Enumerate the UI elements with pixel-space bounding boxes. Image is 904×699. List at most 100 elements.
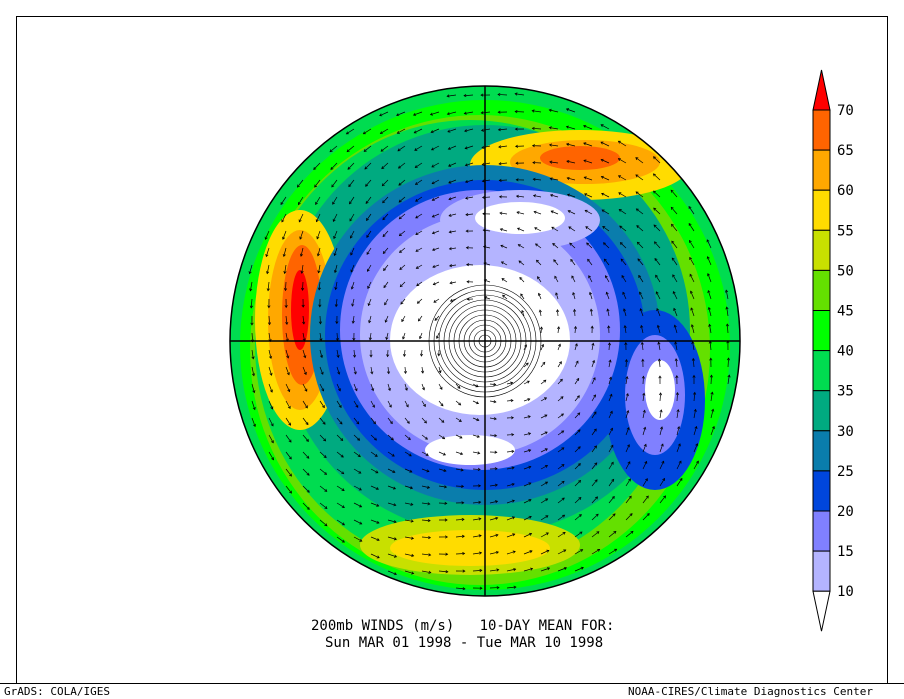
wind-arrow-head xyxy=(464,146,468,150)
wind-arrow xyxy=(557,549,566,555)
wind-arrow xyxy=(638,275,644,283)
wind-arrow-head xyxy=(365,200,369,204)
wind-arrow-head xyxy=(335,321,339,325)
wind-arrow xyxy=(635,191,644,198)
wind-arrow xyxy=(670,189,678,198)
wind-arrow xyxy=(268,366,272,376)
wind-arrow xyxy=(557,430,564,436)
wind-arrow-head xyxy=(399,250,403,253)
wind-arrow-head xyxy=(283,270,287,275)
wind-arrow xyxy=(455,518,465,521)
wind-arrow-head xyxy=(449,298,454,302)
wind-arrow-head xyxy=(477,467,481,471)
wind-arrow xyxy=(449,230,457,233)
wind-arrow xyxy=(622,292,627,300)
wind-arrow-head xyxy=(538,309,542,313)
wind-arrow-head xyxy=(463,93,467,98)
wind-arrow xyxy=(400,298,406,305)
wind-arrow-head xyxy=(543,397,548,401)
wind-arrow-head xyxy=(565,142,570,147)
wind-arrow xyxy=(604,258,610,266)
wind-arrow xyxy=(583,160,593,164)
wind-arrow-head xyxy=(448,213,452,217)
wind-arrow-head xyxy=(269,372,273,376)
wind-arrow xyxy=(601,193,610,198)
wind-arrow-head xyxy=(481,145,485,149)
wind-arrow xyxy=(506,450,514,453)
wind-arrow xyxy=(336,400,342,408)
wind-arrow xyxy=(506,467,515,470)
wind-arrow xyxy=(574,360,579,368)
wind-arrow-head xyxy=(403,370,408,375)
wind-arrow-head xyxy=(495,516,499,520)
wind-arrow xyxy=(518,244,525,249)
wind-arrow xyxy=(608,377,612,385)
wind-arrow xyxy=(676,478,683,487)
wind-arrow-head xyxy=(541,343,545,348)
wind-arrow-head xyxy=(645,495,649,499)
wind-arrow xyxy=(421,553,431,556)
wind-arrow-head xyxy=(414,147,418,151)
wind-arrow-head xyxy=(252,407,256,411)
wind-arrow xyxy=(551,226,559,232)
wind-arrow-head xyxy=(381,166,385,170)
wind-arrow-head xyxy=(560,413,564,417)
wind-arrow-head xyxy=(709,374,714,378)
wind-arrow xyxy=(689,257,695,266)
wind-arrow-head xyxy=(640,324,644,329)
wind-arrow xyxy=(642,427,646,436)
wind-arrow-head xyxy=(465,229,469,233)
wind-arrow-head xyxy=(286,355,290,359)
wind-arrow-head xyxy=(324,488,328,492)
wind-arrow xyxy=(540,498,548,504)
wind-arrow-head xyxy=(422,387,426,391)
wind-arrow xyxy=(566,126,576,130)
wind-arrow-head xyxy=(636,225,640,229)
wind-arrow-head xyxy=(322,421,326,425)
wind-arrow xyxy=(432,196,440,201)
wind-arrow xyxy=(433,281,440,285)
wind-arrow xyxy=(251,366,255,376)
wind-arrow-head xyxy=(351,320,355,324)
wind-arrow-head xyxy=(366,217,369,221)
wind-arrow xyxy=(673,291,678,300)
wind-arrow-head xyxy=(690,324,694,328)
wind-arrow-head xyxy=(532,194,537,198)
wind-arrow-head xyxy=(566,176,570,180)
wind-arrow-head xyxy=(607,342,611,346)
colorbar-swatch xyxy=(812,189,831,231)
wind-arrow-head xyxy=(461,484,465,488)
wind-arrow-head xyxy=(691,357,696,361)
wind-arrow-head xyxy=(382,217,386,221)
wind-arrow-head xyxy=(636,241,640,245)
wind-arrow xyxy=(710,375,712,385)
wind-arrow-head xyxy=(445,552,449,556)
wind-arrow xyxy=(606,292,610,300)
wind-arrow xyxy=(653,156,661,164)
wind-arrow-head xyxy=(663,495,666,499)
wind-arrow-head xyxy=(330,166,334,170)
colorbar-label: 30 xyxy=(837,424,854,440)
wind-arrow-head xyxy=(676,408,680,413)
wind-arrow xyxy=(385,315,389,323)
wind-arrow xyxy=(659,392,662,402)
wind-arrow-head xyxy=(566,193,571,197)
wind-arrow-head xyxy=(593,411,597,415)
wind-arrow-head xyxy=(679,477,683,481)
wind-arrow xyxy=(402,332,406,340)
wind-arrow xyxy=(285,434,292,443)
wind-arrow-head xyxy=(397,148,401,152)
wind-arrow xyxy=(369,332,372,340)
wind-arrow-head xyxy=(604,275,608,279)
wind-arrow-head xyxy=(426,469,430,473)
wind-arrow xyxy=(498,128,508,131)
wind-arrow xyxy=(431,179,440,185)
wind-arrow-head xyxy=(537,292,541,296)
wind-arrow-head xyxy=(446,112,450,116)
wind-arrow-head xyxy=(480,93,484,97)
wind-arrow-head xyxy=(462,587,466,591)
wind-arrow xyxy=(318,264,321,273)
wind-arrow xyxy=(434,315,440,321)
wind-arrow-head xyxy=(366,251,370,255)
wind-arrow xyxy=(671,240,678,249)
